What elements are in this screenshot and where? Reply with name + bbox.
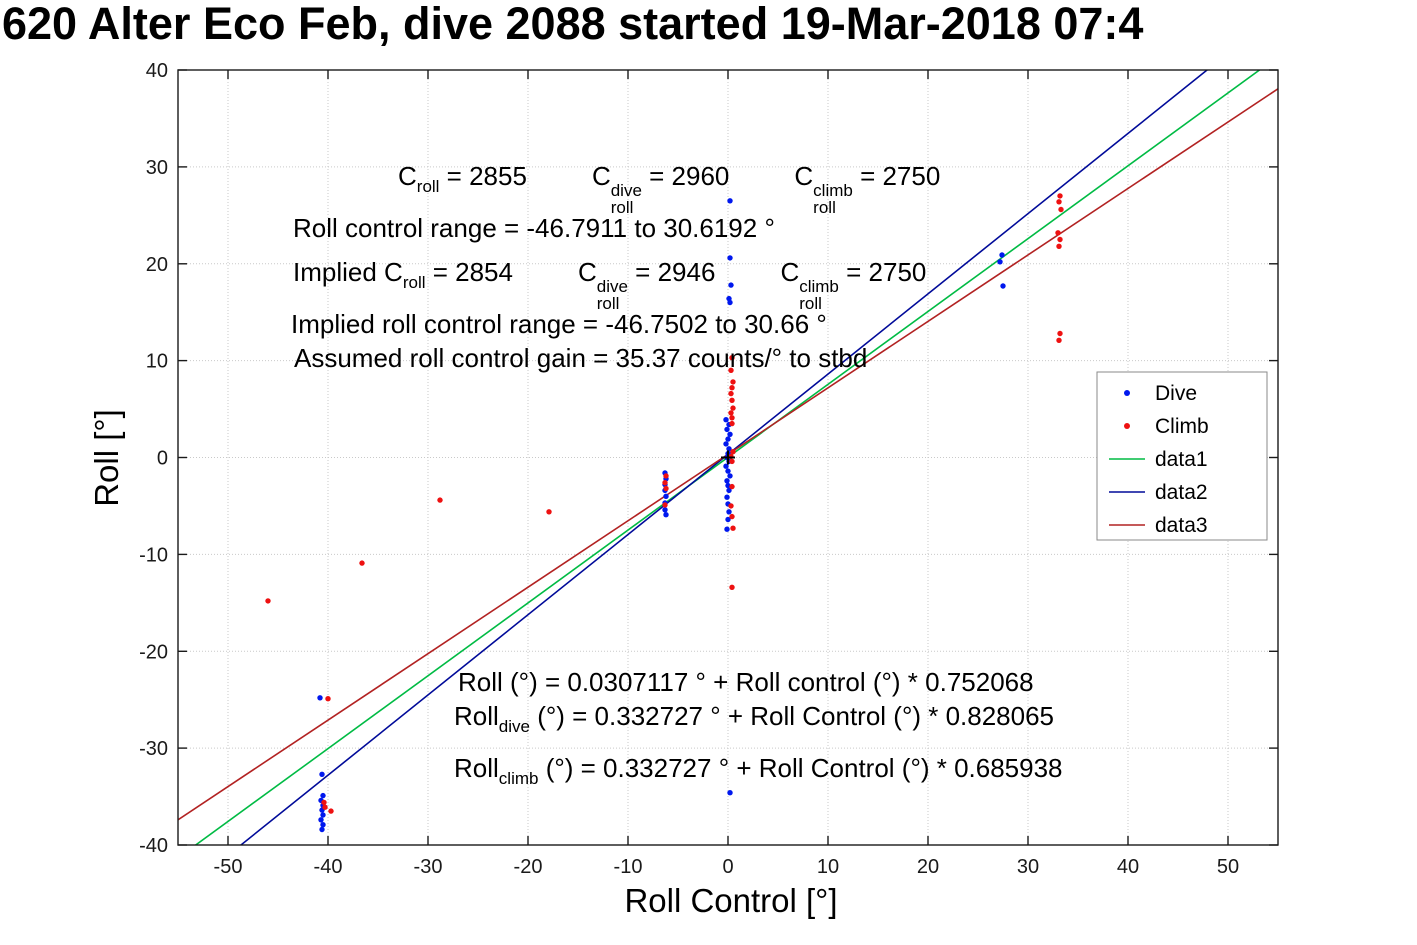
x-tick-label: -20 [514, 856, 543, 878]
y-tick-label: 30 [146, 157, 168, 179]
figure-title: 620 Alter Eco Feb, dive 2088 started 19-… [2, 0, 1144, 49]
annotation-roll-range: Roll control range = -46.7911 to 30.6192… [293, 213, 775, 243]
y-tick-label: -10 [139, 544, 168, 566]
y-tick-label: 20 [146, 254, 168, 276]
plot-area: -50 -40 -30 -20 -10 0 10 20 30 40 50 -40 -30 -20 -10 0 1… [139, 60, 1279, 878]
legend-label-climb: Climb [1155, 415, 1209, 438]
legend-box [1096, 371, 1268, 541]
legend-marker-climb [1124, 423, 1130, 429]
legend-label-data2: data2 [1155, 481, 1208, 504]
annotation-implied-range: Implied roll control range = -46.7502 to… [291, 309, 827, 339]
y-axis-label: Roll [°] [88, 409, 125, 507]
y-tick-label: -40 [139, 835, 168, 857]
y-tick-label: 0 [157, 448, 168, 470]
annotation-eq-all: Roll (°) = 0.0307117 ° + Roll control (°… [458, 667, 1034, 697]
x-tick-label: -30 [414, 856, 443, 878]
x-axis-label: Roll Control [°] [624, 882, 837, 919]
y-tick-label: -20 [139, 641, 168, 663]
y-tick-label: 40 [146, 60, 168, 82]
legend-label-dive: Dive [1155, 382, 1197, 405]
legend-marker-dive [1124, 390, 1130, 396]
x-tick-label: 20 [917, 856, 939, 878]
scatter-climb [265, 193, 1064, 814]
annotation-gain: Assumed roll control gain = 35.37 counts… [294, 343, 868, 373]
y-tick-label: 10 [146, 351, 168, 373]
x-tick-label: 30 [1017, 856, 1039, 878]
x-tick-label: -50 [214, 856, 243, 878]
x-tick-label: -40 [314, 856, 343, 878]
annotation-eq-climb: Rollclimb (°) = 0.332727 ° + Roll Contro… [454, 753, 1063, 788]
legend-label-data1: data1 [1155, 448, 1208, 471]
origin-cross-marker [721, 450, 735, 465]
legend: Dive Climb data1 data2 data3 [1096, 371, 1268, 541]
annotation-eq-dive: Rolldive (°) = 0.332727 ° + Roll Control… [454, 701, 1055, 736]
y-tick-label: -30 [139, 738, 168, 760]
legend-label-data3: data3 [1155, 514, 1208, 537]
x-tick-label: 0 [722, 856, 733, 878]
x-tick-label: 40 [1117, 856, 1139, 878]
x-tick-label: 50 [1217, 856, 1239, 878]
x-tick-label: -10 [614, 856, 643, 878]
x-tick-label: 10 [817, 856, 839, 878]
